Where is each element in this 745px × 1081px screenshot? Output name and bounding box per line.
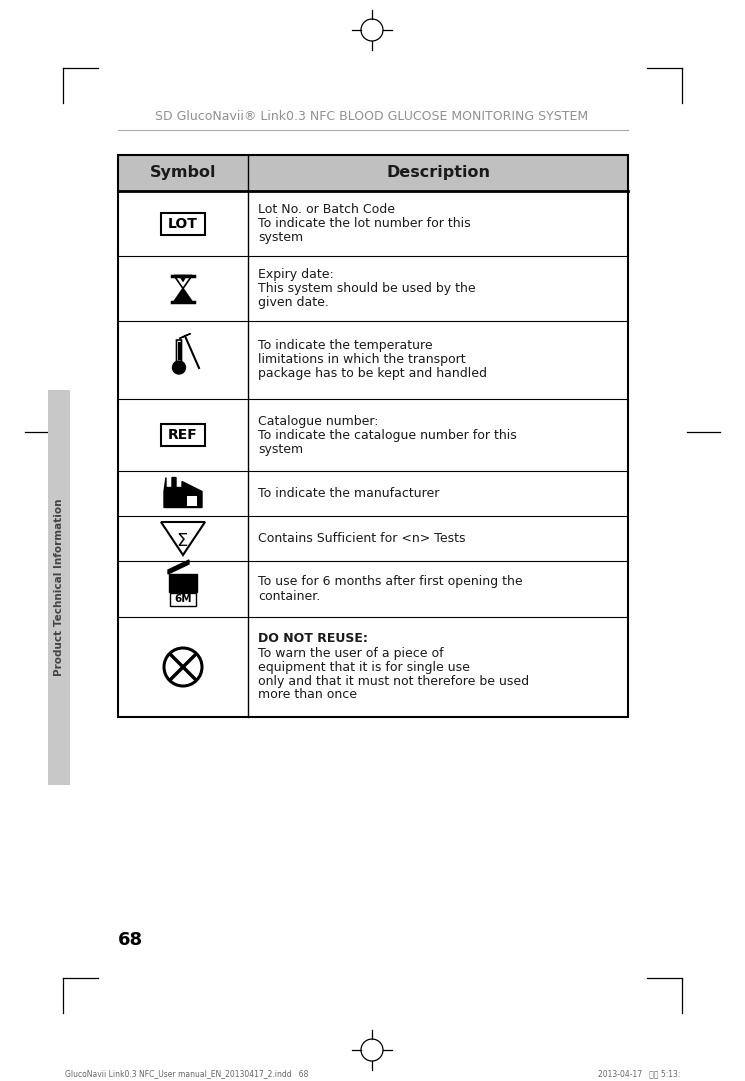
Polygon shape <box>164 478 202 507</box>
Text: package has to be kept and handled: package has to be kept and handled <box>258 368 487 381</box>
FancyBboxPatch shape <box>177 341 182 362</box>
Text: To warn the user of a piece of: To warn the user of a piece of <box>258 646 443 659</box>
Polygon shape <box>174 276 192 289</box>
Bar <box>161 424 205 446</box>
Text: 6M: 6M <box>174 595 191 604</box>
Polygon shape <box>161 522 205 555</box>
Text: given date.: given date. <box>258 296 329 309</box>
Polygon shape <box>168 560 189 574</box>
Polygon shape <box>180 277 186 282</box>
Text: To indicate the temperature: To indicate the temperature <box>258 339 433 352</box>
Text: Symbol: Symbol <box>150 165 216 181</box>
Text: REF: REF <box>168 428 198 442</box>
Text: Expiry date:: Expiry date: <box>258 268 334 281</box>
Polygon shape <box>174 289 192 302</box>
Text: SD GlucoNavii® Link0.3 NFC BLOOD GLUCOSE MONITORING SYSTEM: SD GlucoNavii® Link0.3 NFC BLOOD GLUCOSE… <box>156 110 589 123</box>
Bar <box>187 495 197 506</box>
Text: Description: Description <box>386 165 490 181</box>
Text: To indicate the manufacturer: To indicate the manufacturer <box>258 488 440 501</box>
Bar <box>161 213 205 235</box>
Text: limitations in which the transport: limitations in which the transport <box>258 353 466 366</box>
Text: Contains Sufficient for <n> Tests: Contains Sufficient for <n> Tests <box>258 532 466 545</box>
Text: Σ: Σ <box>177 532 188 549</box>
Polygon shape <box>180 334 191 338</box>
Circle shape <box>173 361 186 374</box>
Text: equipment that it is for single use: equipment that it is for single use <box>258 660 470 673</box>
Circle shape <box>164 648 202 686</box>
Bar <box>169 574 197 592</box>
Text: To use for 6 months after first opening the: To use for 6 months after first opening … <box>258 575 523 588</box>
Text: DO NOT REUSE:: DO NOT REUSE: <box>258 632 368 645</box>
Bar <box>177 342 180 360</box>
Bar <box>118 155 628 191</box>
Text: system: system <box>258 442 303 455</box>
Text: LOT: LOT <box>168 216 198 230</box>
Text: 2013-04-17   오후 5:13:: 2013-04-17 오후 5:13: <box>597 1069 680 1079</box>
Text: system: system <box>258 231 303 244</box>
Text: Lot No. or Batch Code: Lot No. or Batch Code <box>258 203 395 216</box>
Text: This system should be used by the: This system should be used by the <box>258 282 475 295</box>
Bar <box>118 155 628 717</box>
Text: only and that it must not therefore be used: only and that it must not therefore be u… <box>258 675 529 688</box>
Bar <box>48 390 70 785</box>
Text: Product Technical Information: Product Technical Information <box>54 498 64 677</box>
Text: Catalogue number:: Catalogue number: <box>258 414 378 427</box>
Bar <box>170 593 196 606</box>
Text: container.: container. <box>258 589 320 602</box>
Text: 68: 68 <box>118 931 143 949</box>
Text: more than once: more than once <box>258 689 357 702</box>
Text: GlucoNavii Link0.3 NFC_User manual_EN_20130417_2.indd   68: GlucoNavii Link0.3 NFC_User manual_EN_20… <box>65 1069 308 1079</box>
Text: To indicate the catalogue number for this: To indicate the catalogue number for thi… <box>258 428 517 441</box>
Text: To indicate the lot number for this: To indicate the lot number for this <box>258 217 471 230</box>
